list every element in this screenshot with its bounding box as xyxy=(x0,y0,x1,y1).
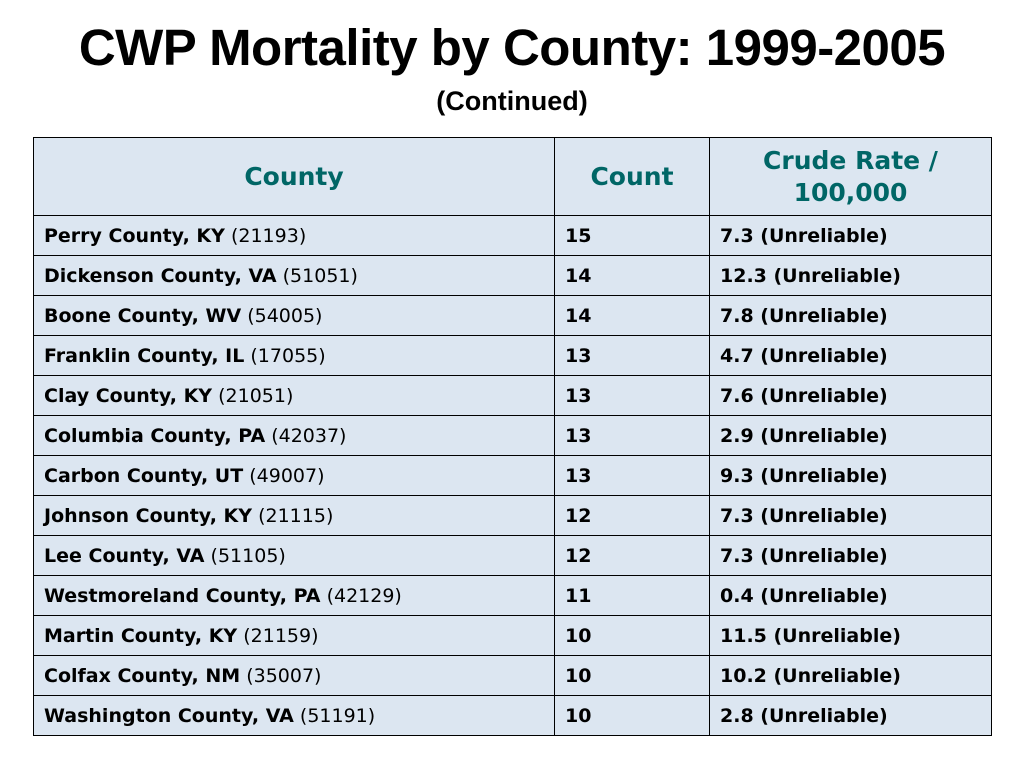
table-row: Johnson County, KY (21115) 12 7.3 (Unrel… xyxy=(33,495,992,536)
county-cell: Johnson County, KY (21115) xyxy=(33,495,555,536)
count-cell: 13 xyxy=(554,375,710,416)
count-cell: 15 xyxy=(554,215,710,256)
count-cell: 14 xyxy=(554,255,710,296)
county-fips: (51051) xyxy=(282,264,358,287)
county-fips: (21193) xyxy=(230,224,307,247)
rate-cell: 11.5 (Unreliable) xyxy=(709,615,992,656)
rate-cell: 4.7 (Unreliable) xyxy=(709,335,992,376)
county-name: Martin County, KY xyxy=(44,624,238,647)
table-row: Westmoreland County, PA (42129) 11 0.4 (… xyxy=(33,575,992,616)
table-row: Columbia County, PA (42037) 13 2.9 (Unre… xyxy=(33,415,992,456)
table-body: Perry County, KY (21193) 15 7.3 (Unrelia… xyxy=(33,215,992,736)
county-cell: Dickenson County, VA (51051) xyxy=(33,255,555,296)
county-name: Columbia County, PA xyxy=(44,424,266,447)
county-cell: Franklin County, IL (17055) xyxy=(33,335,555,376)
count-cell: 13 xyxy=(554,415,710,456)
count-cell: 10 xyxy=(554,655,710,696)
rate-cell: 9.3 (Unreliable) xyxy=(709,455,992,496)
county-name: Westmoreland County, PA xyxy=(44,584,321,607)
county-name: Carbon County, UT xyxy=(44,464,244,487)
column-header-count: Count xyxy=(554,137,710,216)
county-fips: (35007) xyxy=(246,664,322,687)
rate-cell: 7.6 (Unreliable) xyxy=(709,375,992,416)
table-row: Washington County, VA (51191) 10 2.8 (Un… xyxy=(33,695,992,736)
county-cell: Westmoreland County, PA (42129) xyxy=(33,575,555,616)
county-fips: (21051) xyxy=(218,384,294,407)
county-fips: (21115) xyxy=(258,504,334,527)
table-row: Clay County, KY (21051) 13 7.6 (Unreliab… xyxy=(33,375,992,416)
county-fips: (17055) xyxy=(250,344,326,367)
county-cell: Perry County, KY (21193) xyxy=(33,215,555,256)
table-header-row: County Count Crude Rate / 100,000 xyxy=(33,137,992,216)
county-name: Colfax County, NM xyxy=(44,664,241,687)
table-row: Carbon County, UT (49007) 13 9.3 (Unreli… xyxy=(33,455,992,496)
county-cell: Lee County, VA (51105) xyxy=(33,535,555,576)
count-cell: 10 xyxy=(554,695,710,736)
rate-cell: 0.4 (Unreliable) xyxy=(709,575,992,616)
page-title: CWP Mortality by County: 1999-2005 xyxy=(78,19,946,76)
county-fips: (42129) xyxy=(326,584,402,607)
rate-cell: 2.9 (Unreliable) xyxy=(709,415,992,456)
county-cell: Martin County, KY (21159) xyxy=(33,615,555,656)
table-row: Martin County, KY (21159) 10 11.5 (Unrel… xyxy=(33,615,992,656)
county-name: Franklin County, IL xyxy=(44,344,245,367)
page-subtitle: (Continued) xyxy=(436,86,588,116)
county-name: Perry County, KY xyxy=(44,224,225,247)
county-name: Johnson County, KY xyxy=(44,504,253,527)
table-row: Dickenson County, VA (51051) 14 12.3 (Un… xyxy=(33,255,992,296)
county-fips: (51191) xyxy=(299,704,376,727)
mortality-table: County Count Crude Rate / 100,000 Perry … xyxy=(33,137,992,736)
count-cell: 11 xyxy=(554,575,710,616)
column-header-crude-rate: Crude Rate / 100,000 xyxy=(709,137,992,216)
rate-cell: 2.8 (Unreliable) xyxy=(709,695,992,736)
county-cell: Columbia County, PA (42037) xyxy=(33,415,555,456)
rate-cell: 7.3 (Unreliable) xyxy=(709,535,992,576)
table-row: Boone County, WV (54005) 14 7.8 (Unrelia… xyxy=(33,295,992,336)
count-cell: 14 xyxy=(554,295,710,336)
count-cell: 12 xyxy=(554,495,710,536)
table-row: Colfax County, NM (35007) 10 10.2 (Unrel… xyxy=(33,655,992,696)
county-name: Clay County, KY xyxy=(44,384,213,407)
column-header-county: County xyxy=(33,137,555,216)
rate-cell: 12.3 (Unreliable) xyxy=(709,255,992,296)
county-name: Washington County, VA xyxy=(44,704,294,727)
count-cell: 10 xyxy=(554,615,710,656)
rate-cell: 7.3 (Unreliable) xyxy=(709,495,992,536)
county-name: Dickenson County, VA xyxy=(44,264,277,287)
count-cell: 13 xyxy=(554,455,710,496)
table-row: Lee County, VA (51105) 12 7.3 (Unreliabl… xyxy=(33,535,992,576)
rate-cell: 7.3 (Unreliable) xyxy=(709,215,992,256)
rate-cell: 10.2 (Unreliable) xyxy=(709,655,992,696)
county-cell: Washington County, VA (51191) xyxy=(33,695,555,736)
county-fips: (51105) xyxy=(210,544,286,567)
rate-cell: 7.8 (Unreliable) xyxy=(709,295,992,336)
count-cell: 13 xyxy=(554,335,710,376)
county-fips: (49007) xyxy=(249,464,325,487)
table-row: Perry County, KY (21193) 15 7.3 (Unrelia… xyxy=(33,215,992,256)
count-cell: 12 xyxy=(554,535,710,576)
county-cell: Clay County, KY (21051) xyxy=(33,375,555,416)
county-fips: (42037) xyxy=(271,424,347,447)
table-row: Franklin County, IL (17055) 13 4.7 (Unre… xyxy=(33,335,992,376)
county-fips: (21159) xyxy=(243,624,319,647)
county-cell: Boone County, WV (54005) xyxy=(33,295,555,336)
county-name: Lee County, VA xyxy=(44,544,205,567)
county-cell: Carbon County, UT (49007) xyxy=(33,455,555,496)
county-cell: Colfax County, NM (35007) xyxy=(33,655,555,696)
county-name: Boone County, WV xyxy=(44,304,242,327)
county-fips: (54005) xyxy=(247,304,323,327)
